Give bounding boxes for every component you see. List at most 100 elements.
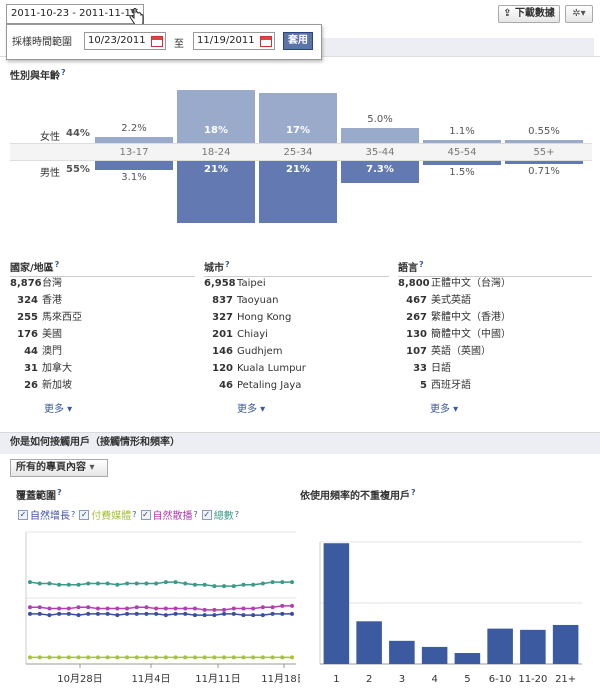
help-icon[interactable]: ? bbox=[225, 259, 230, 269]
female-value-label: 17% bbox=[286, 125, 310, 136]
list-item-count: 8,800 bbox=[398, 278, 430, 289]
data-point bbox=[86, 581, 91, 586]
list-item-name: Chiayi bbox=[237, 329, 268, 340]
data-point bbox=[105, 581, 110, 586]
legend-item[interactable]: ✓ 自然增長? bbox=[18, 507, 75, 522]
help-icon[interactable]: ? bbox=[71, 510, 76, 519]
female-bar bbox=[95, 136, 173, 143]
list-item: 31 加拿大 bbox=[10, 360, 82, 377]
list-item-count: 33 bbox=[413, 363, 427, 374]
age-axis bbox=[10, 143, 592, 161]
list-item-count: 176 bbox=[17, 329, 38, 340]
list-item-count: 26 bbox=[24, 380, 38, 391]
x-tick-label: 11-20 bbox=[518, 674, 547, 685]
cities-more-link[interactable]: 更多 ▾ bbox=[237, 404, 266, 415]
help-icon[interactable]: ? bbox=[57, 487, 62, 497]
help-icon[interactable]: ? bbox=[419, 259, 424, 269]
help-icon[interactable]: ? bbox=[61, 67, 66, 77]
data-point bbox=[144, 611, 149, 616]
countries-header: 國家/地區? bbox=[10, 259, 195, 277]
list-item-name: 加拿大 bbox=[42, 363, 72, 374]
checkbox-checked-icon[interactable]: ✓ bbox=[140, 509, 151, 520]
list-item: 324 香港 bbox=[10, 292, 82, 309]
data-point bbox=[251, 606, 256, 611]
data-point bbox=[154, 655, 159, 660]
x-tick-label: 6-10 bbox=[489, 674, 512, 685]
data-point bbox=[241, 655, 246, 660]
list-item-count: 267 bbox=[406, 312, 427, 323]
demographics-title: 性別與年齡? bbox=[10, 67, 66, 82]
help-icon[interactable]: ? bbox=[193, 510, 198, 519]
female-bar bbox=[177, 89, 255, 143]
help-icon[interactable]: ? bbox=[132, 510, 137, 519]
cities-title: 城市 bbox=[204, 263, 224, 274]
end-date-input[interactable]: 11/19/2011 bbox=[193, 32, 275, 50]
data-point bbox=[173, 580, 178, 585]
countries-more-link[interactable]: 更多 ▾ bbox=[44, 404, 73, 415]
list-item: 146 Gudhjem bbox=[204, 343, 306, 360]
data-point bbox=[134, 655, 139, 660]
hand-cursor-icon bbox=[129, 8, 144, 27]
data-point bbox=[47, 655, 52, 660]
female-value-label: 18% bbox=[204, 125, 228, 136]
legend-item[interactable]: ✓ 總數? bbox=[201, 507, 239, 522]
data-point bbox=[154, 581, 159, 586]
calendar-icon[interactable] bbox=[151, 36, 163, 47]
list-item: 120 Kuala Lumpur bbox=[204, 360, 306, 377]
data-point bbox=[125, 655, 130, 660]
data-point bbox=[241, 606, 246, 611]
data-point bbox=[115, 606, 120, 611]
help-icon[interactable]: ? bbox=[54, 259, 60, 269]
data-point bbox=[173, 611, 178, 616]
list-item-count: 324 bbox=[17, 295, 38, 306]
date-range-dropdown[interactable]: 2011-10-23 - 2011-11-19 bbox=[6, 4, 144, 24]
list-item: 255 馬來西亞 bbox=[10, 309, 82, 326]
data-point bbox=[95, 655, 100, 660]
list-item-name: Kuala Lumpur bbox=[237, 363, 306, 374]
male-label: 男性 bbox=[40, 168, 60, 179]
data-point bbox=[241, 582, 246, 587]
data-point bbox=[290, 655, 294, 660]
languages-more-link[interactable]: 更多 ▾ bbox=[430, 404, 459, 415]
data-point bbox=[280, 580, 285, 585]
data-point bbox=[270, 611, 275, 616]
content-filter-dropdown[interactable]: 所有的專頁內容 ▾ bbox=[10, 459, 108, 477]
list-item-name: 西班牙語 bbox=[431, 380, 471, 391]
list-item-count: 5 bbox=[420, 380, 427, 391]
help-icon[interactable]: ? bbox=[234, 510, 239, 519]
age-group-label: 13-17 bbox=[119, 147, 149, 158]
apply-button[interactable]: 套用 bbox=[283, 32, 313, 50]
list-item: 6,958Taipei bbox=[204, 275, 306, 292]
data-point bbox=[280, 603, 285, 608]
frequency-bar bbox=[487, 628, 513, 664]
data-point bbox=[183, 606, 188, 611]
start-date-input[interactable]: 10/23/2011 bbox=[84, 32, 166, 50]
data-point bbox=[95, 606, 100, 611]
data-point bbox=[115, 613, 120, 618]
male-value-label: 0.71% bbox=[528, 166, 560, 177]
settings-button[interactable]: ✲▾ bbox=[565, 5, 593, 23]
data-point bbox=[163, 606, 168, 611]
age-group-label: 45-54 bbox=[447, 147, 477, 158]
list-item: 327 Hong Kong bbox=[204, 309, 306, 326]
checkbox-checked-icon[interactable]: ✓ bbox=[18, 509, 28, 520]
download-data-button[interactable]: ⇪ 下載數據 bbox=[498, 5, 560, 23]
legend-item[interactable]: ✓ 自然散播? bbox=[140, 507, 198, 522]
content-filter-value: 所有的專頁內容 bbox=[16, 462, 86, 473]
x-tick-label: 11月4日 bbox=[131, 673, 170, 685]
checkbox-checked-icon[interactable]: ✓ bbox=[79, 509, 90, 520]
calendar-icon[interactable] bbox=[260, 36, 272, 47]
frequency-bar bbox=[552, 624, 579, 664]
checkbox-checked-icon[interactable]: ✓ bbox=[201, 509, 212, 520]
data-point bbox=[270, 655, 275, 660]
download-label: 下載數據 bbox=[514, 8, 555, 19]
data-point bbox=[125, 611, 130, 616]
female-value-label: 0.55% bbox=[528, 126, 560, 137]
list-item-count: 146 bbox=[212, 346, 233, 357]
list-item-count: 6,958 bbox=[204, 278, 236, 289]
help-icon[interactable]: ? bbox=[411, 487, 416, 497]
data-point bbox=[28, 580, 32, 585]
data-point bbox=[222, 655, 227, 660]
legend-item[interactable]: ✓ 付費媒體? bbox=[79, 507, 137, 522]
list-item-name: 正體中文（台灣） bbox=[431, 278, 511, 289]
